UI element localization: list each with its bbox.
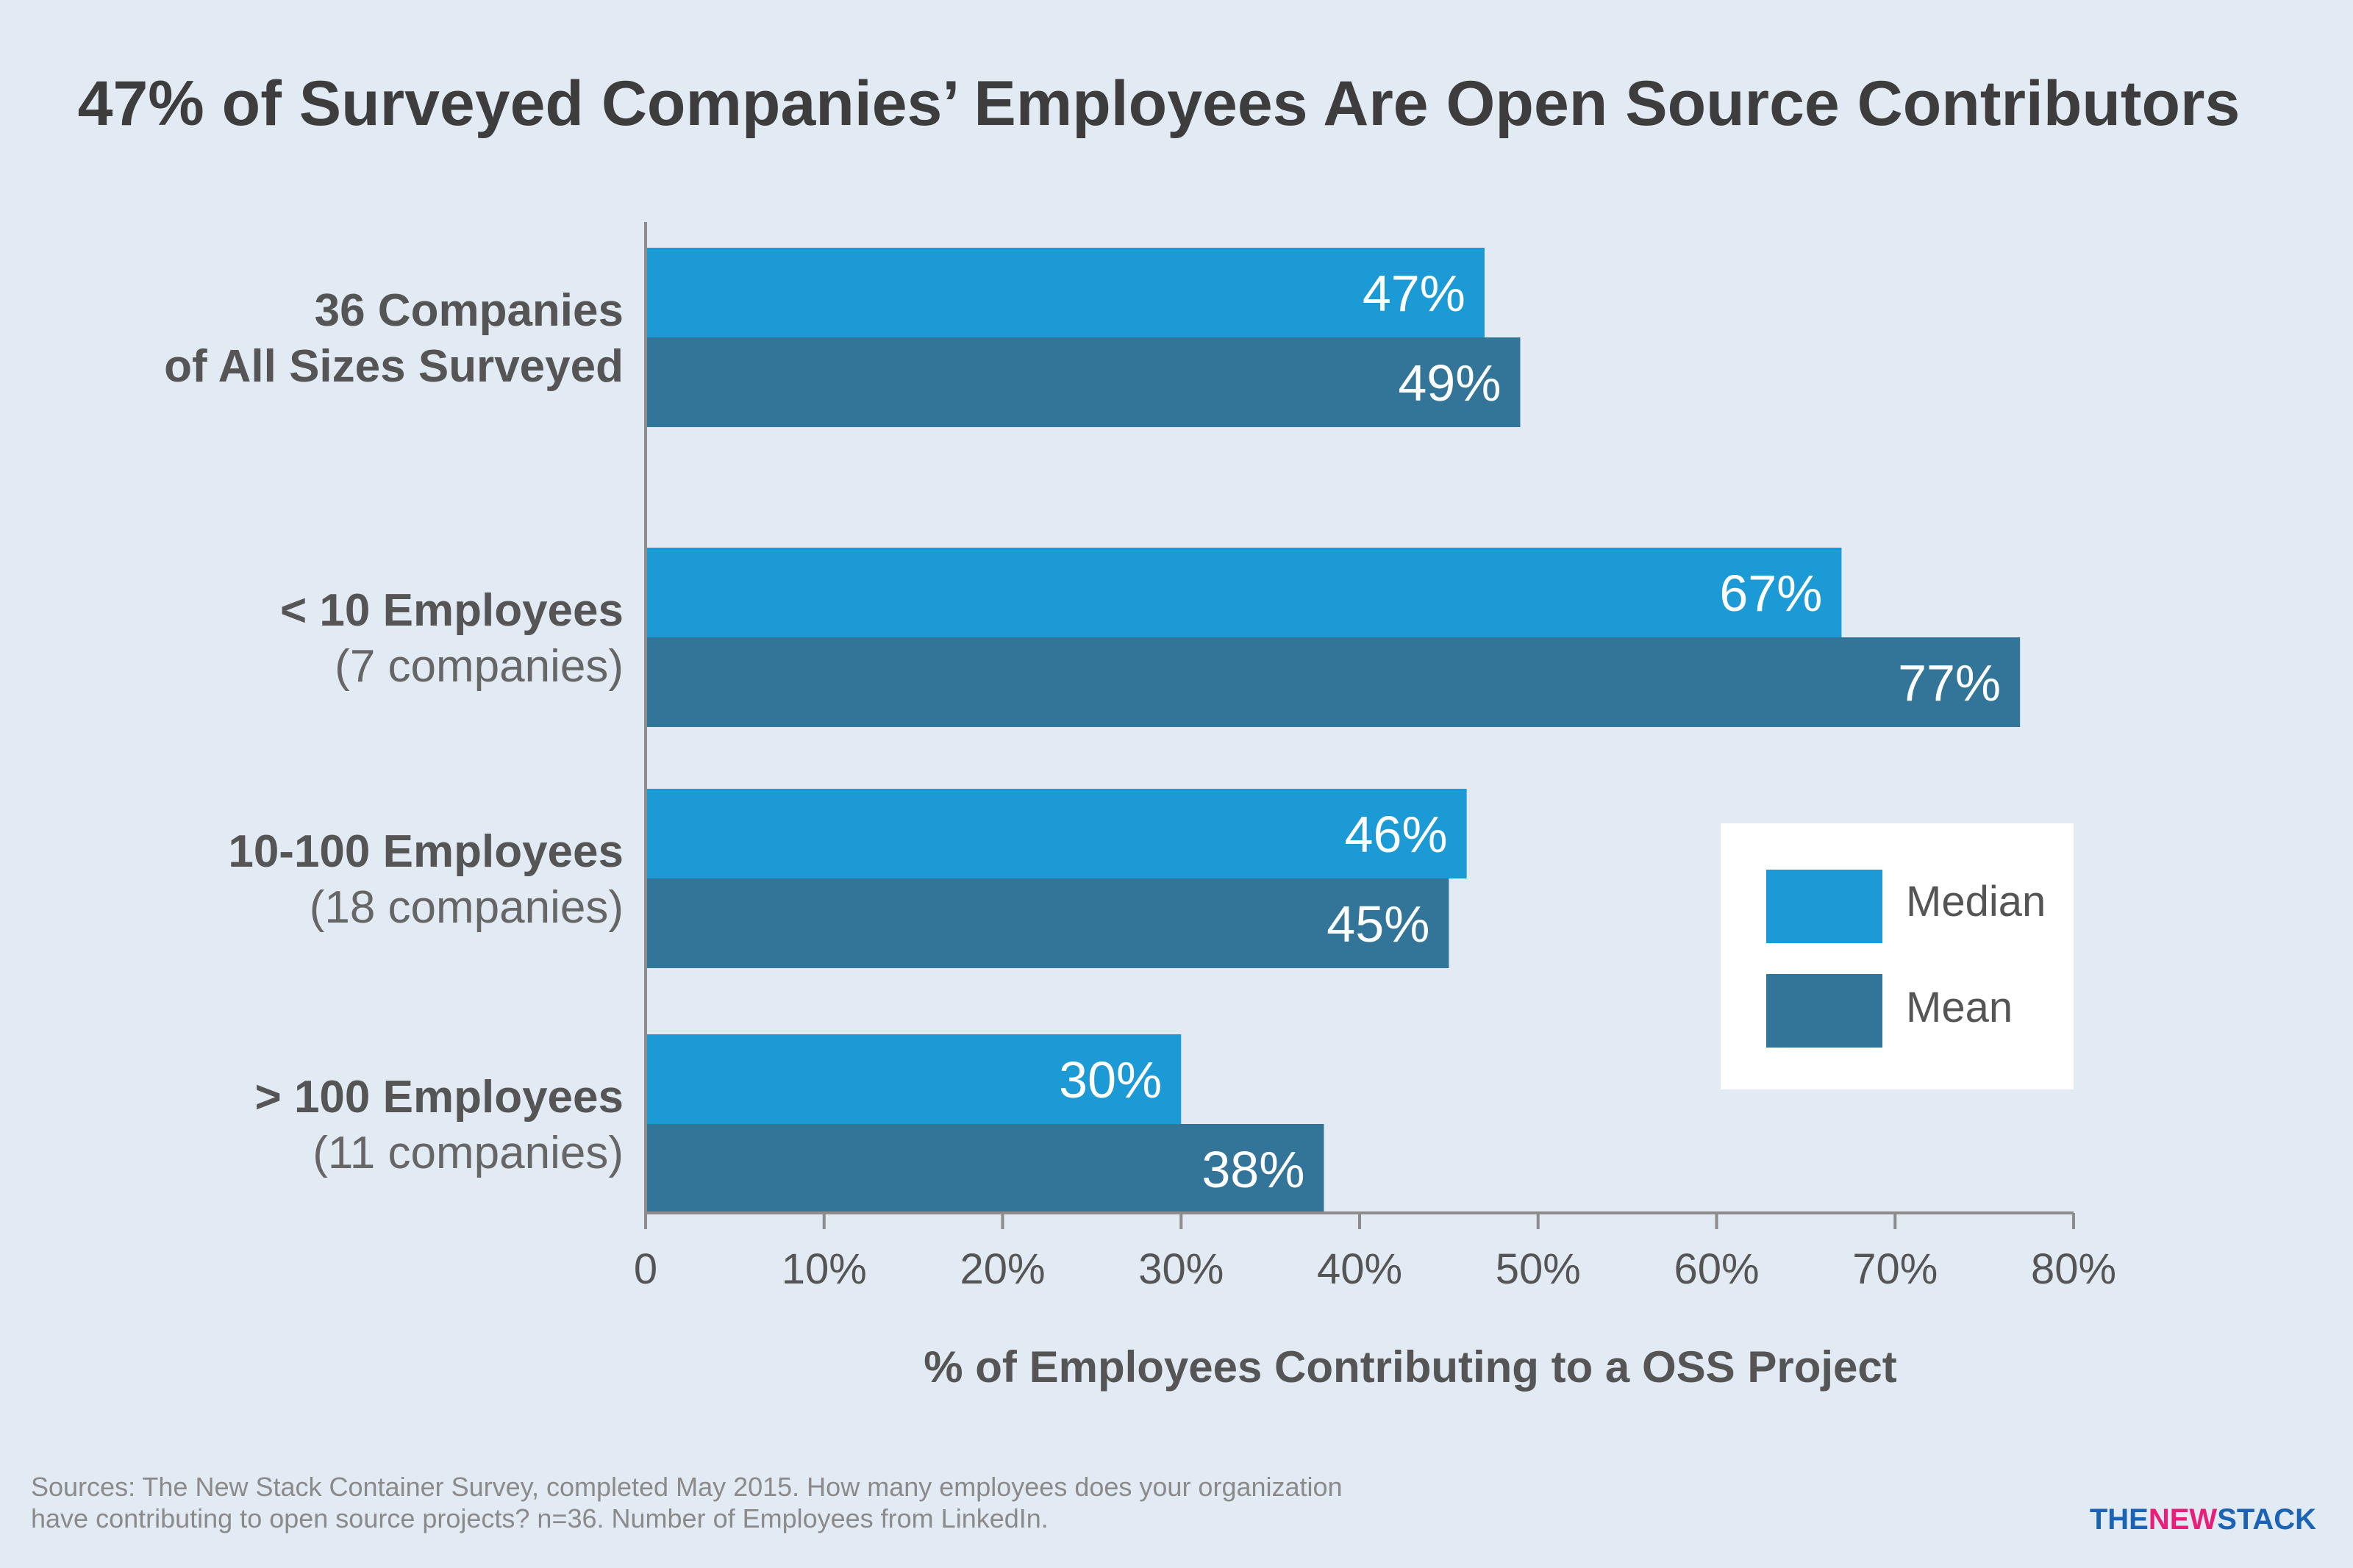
category-label-3-line-1: (11 companies) bbox=[313, 1128, 624, 1178]
x-tick-label: 60% bbox=[1674, 1245, 1759, 1293]
legend-label-mean: Mean bbox=[1906, 984, 2013, 1031]
logo-new: NEW bbox=[2149, 1503, 2218, 1536]
category-label-1-line-0: < 10 Employees bbox=[280, 585, 624, 636]
x-tick-label: 80% bbox=[2031, 1245, 2116, 1293]
x-tick-label: 0 bbox=[634, 1245, 657, 1293]
bar-value-label: 49% bbox=[1398, 354, 1501, 412]
bars-group bbox=[646, 248, 2021, 1214]
category-label-0-line-1: of All Sizes Surveyed bbox=[164, 341, 624, 392]
x-tick-label: 20% bbox=[960, 1245, 1045, 1293]
x-axis-title: % of Employees Contributing to a OSS Pro… bbox=[924, 1342, 1897, 1392]
bar-value-label: 46% bbox=[1345, 806, 1448, 863]
bar-median-0 bbox=[646, 248, 1485, 337]
x-axis: 0 10% 20% 30% 40% 50% 60% 70% 80% bbox=[634, 222, 2116, 1293]
chart-title: 47% of Surveyed Companies’ Employees Are… bbox=[78, 68, 2240, 139]
source-line-1: Sources: The New Stack Container Survey,… bbox=[31, 1472, 1343, 1502]
legend-swatch-median bbox=[1766, 870, 1882, 943]
bar-mean-1 bbox=[646, 637, 2021, 727]
category-label-1-line-1: (7 companies) bbox=[335, 641, 624, 692]
bar-mean-0 bbox=[646, 337, 1521, 427]
x-tick-label: 30% bbox=[1138, 1245, 1224, 1293]
category-label-3-line-0: > 100 Employees bbox=[255, 1072, 624, 1123]
legend: Median Mean bbox=[1721, 823, 2074, 1089]
bar-mean-3 bbox=[646, 1124, 1324, 1214]
bar-median-2 bbox=[646, 789, 1467, 878]
bar-value-label: 67% bbox=[1719, 565, 1822, 622]
bar-mean-2 bbox=[646, 878, 1449, 968]
bar-labels-group: 47% 67% 46% 30% 49% 77% 45% 38% bbox=[1059, 265, 2001, 1198]
bar-value-label: 45% bbox=[1327, 895, 1429, 953]
source-line-2: have contributing to open source project… bbox=[31, 1503, 1049, 1533]
bar-median-1 bbox=[646, 548, 1842, 637]
x-tick-label: 40% bbox=[1317, 1245, 1402, 1293]
x-tick-label: 50% bbox=[1496, 1245, 1581, 1293]
legend-label-median: Median bbox=[1906, 878, 2046, 926]
bar-value-label: 38% bbox=[1202, 1141, 1304, 1198]
the-new-stack-logo: THENEWSTACK bbox=[2090, 1503, 2316, 1536]
category-label-2-line-1: (18 companies) bbox=[310, 882, 624, 933]
category-label-2-line-0: 10-100 Employees bbox=[228, 826, 624, 877]
bar-value-label: 30% bbox=[1059, 1051, 1162, 1109]
logo-stack: STACK bbox=[2217, 1503, 2316, 1536]
bar-median-3 bbox=[646, 1034, 1182, 1124]
x-tick-label: 10% bbox=[782, 1245, 867, 1293]
logo-the: THE bbox=[2090, 1503, 2149, 1536]
legend-box bbox=[1721, 823, 2074, 1089]
category-label-0-line-0: 36 Companies bbox=[315, 285, 624, 336]
bar-value-label: 47% bbox=[1363, 265, 1465, 322]
legend-swatch-mean bbox=[1766, 974, 1882, 1048]
x-tick-label: 70% bbox=[1852, 1245, 1938, 1293]
bar-value-label: 77% bbox=[1898, 654, 2001, 712]
